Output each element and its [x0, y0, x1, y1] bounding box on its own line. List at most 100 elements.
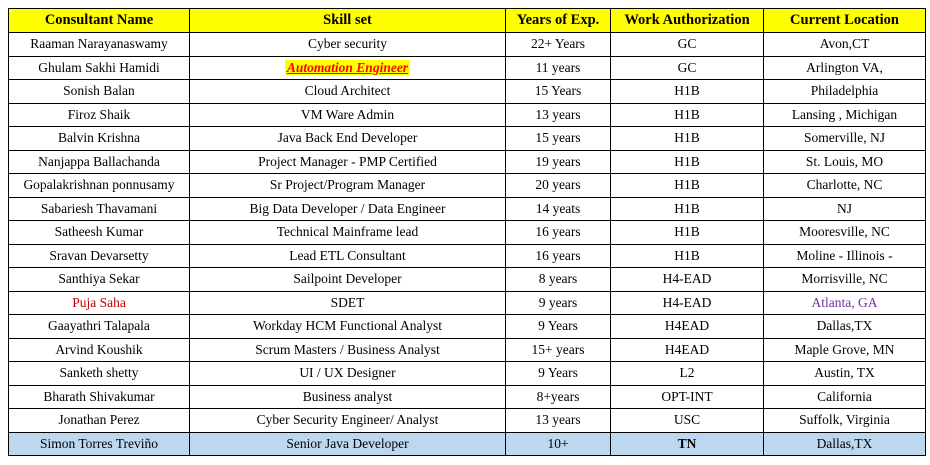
- automation-engineer-link[interactable]: Automation Engineer: [284, 59, 411, 75]
- cell-work-auth[interactable]: H4-EAD: [610, 267, 764, 292]
- cell-years-exp[interactable]: 16 years: [505, 220, 611, 245]
- cell-skill-set[interactable]: Lead ETL Consultant: [189, 243, 506, 268]
- cell-years-exp[interactable]: 8 years: [505, 267, 611, 292]
- header-consultant-name[interactable]: Consultant Name: [8, 8, 190, 33]
- cell-consultant-name[interactable]: Balvin Krishna: [8, 126, 190, 151]
- cell-work-auth[interactable]: H1B: [610, 102, 764, 127]
- cell-years-exp[interactable]: 13 years: [505, 102, 611, 127]
- cell-skill-set[interactable]: Cyber Security Engineer/ Analyst: [189, 408, 506, 433]
- cell-consultant-name[interactable]: Gaayathri Talapala: [8, 314, 190, 339]
- cell-skill-set[interactable]: Sr Project/Program Manager: [189, 173, 506, 198]
- cell-consultant-name[interactable]: Santhiya Sekar: [8, 267, 190, 292]
- cell-years-exp[interactable]: 14 yeats: [505, 196, 611, 221]
- cell-skill-set[interactable]: VM Ware Admin: [189, 102, 506, 127]
- cell-current-location[interactable]: Suffolk, Virginia: [763, 408, 926, 433]
- cell-work-auth[interactable]: H1B: [610, 149, 764, 174]
- cell-consultant-name[interactable]: Gopalakrishnan ponnusamy: [8, 173, 190, 198]
- header-years-of-exp[interactable]: Years of Exp.: [505, 8, 611, 33]
- cell-years-exp[interactable]: 9 years: [505, 290, 611, 315]
- cell-skill-set[interactable]: SDET: [189, 290, 506, 315]
- cell-years-exp[interactable]: 20 years: [505, 173, 611, 198]
- cell-work-auth[interactable]: H1B: [610, 79, 764, 104]
- cell-current-location[interactable]: Dallas,TX: [763, 314, 926, 339]
- cell-years-exp[interactable]: 19 years: [505, 149, 611, 174]
- cell-consultant-name[interactable]: Firoz Shaik: [8, 102, 190, 127]
- cell-work-auth[interactable]: L2: [610, 361, 764, 386]
- cell-skill-set[interactable]: Cloud Architect: [189, 79, 506, 104]
- cell-consultant-name[interactable]: Raaman Narayanaswamy: [8, 32, 190, 57]
- cell-current-location[interactable]: Charlotte, NC: [763, 173, 926, 198]
- cell-work-auth[interactable]: OPT-INT: [610, 384, 764, 409]
- cell-years-exp[interactable]: 11 years: [505, 55, 611, 80]
- cell-work-auth[interactable]: H4EAD: [610, 314, 764, 339]
- cell-work-auth[interactable]: H1B: [610, 126, 764, 151]
- cell-work-auth[interactable]: TN: [610, 431, 764, 456]
- cell-work-auth[interactable]: H1B: [610, 220, 764, 245]
- cell-skill-set[interactable]: Automation Engineer: [189, 55, 506, 80]
- cell-years-exp[interactable]: 15 years: [505, 126, 611, 151]
- cell-skill-set[interactable]: Workday HCM Functional Analyst: [189, 314, 506, 339]
- cell-years-exp[interactable]: 9 Years: [505, 361, 611, 386]
- cell-skill-set[interactable]: Technical Mainframe lead: [189, 220, 506, 245]
- cell-skill-set[interactable]: Sailpoint Developer: [189, 267, 506, 292]
- cell-skill-set[interactable]: Senior Java Developer: [189, 431, 506, 456]
- cell-consultant-name[interactable]: Sravan Devarsetty: [8, 243, 190, 268]
- cell-work-auth[interactable]: H1B: [610, 173, 764, 198]
- cell-skill-set[interactable]: Cyber security: [189, 32, 506, 57]
- cell-skill-set[interactable]: Project Manager - PMP Certified: [189, 149, 506, 174]
- table-row: Simon Torres Treviño Senior Java Develope…: [8, 431, 926, 456]
- cell-current-location[interactable]: Mooresville, NC: [763, 220, 926, 245]
- cell-work-auth[interactable]: H4EAD: [610, 337, 764, 362]
- cell-current-location[interactable]: Somerville, NJ: [763, 126, 926, 151]
- cell-skill-set[interactable]: Java Back End Developer: [189, 126, 506, 151]
- cell-consultant-name[interactable]: Arvind Koushik: [8, 337, 190, 362]
- cell-work-auth[interactable]: H1B: [610, 243, 764, 268]
- header-work-authorization[interactable]: Work Authorization: [610, 8, 764, 33]
- table-row: Sonish Balan Cloud Architect 15 Years H1B Ph…: [8, 79, 926, 104]
- cell-consultant-name[interactable]: Sabariesh Thavamani: [8, 196, 190, 221]
- cell-current-location[interactable]: Atlanta, GA: [763, 290, 926, 315]
- cell-consultant-name[interactable]: Simon Torres Treviño: [8, 431, 190, 456]
- cell-years-exp[interactable]: 13 years: [505, 408, 611, 433]
- cell-work-auth[interactable]: USC: [610, 408, 764, 433]
- cell-years-exp[interactable]: 15 Years: [505, 79, 611, 104]
- cell-years-exp[interactable]: 15+ years: [505, 337, 611, 362]
- cell-years-exp[interactable]: 9 Years: [505, 314, 611, 339]
- cell-current-location[interactable]: NJ: [763, 196, 926, 221]
- cell-current-location[interactable]: St. Louis, MO: [763, 149, 926, 174]
- cell-consultant-name[interactable]: Satheesh Kumar: [8, 220, 190, 245]
- cell-work-auth[interactable]: H1B: [610, 196, 764, 221]
- cell-years-exp[interactable]: 22+ Years: [505, 32, 611, 57]
- header-current-location[interactable]: Current Location: [763, 8, 926, 33]
- cell-skill-set[interactable]: Big Data Developer / Data Engineer: [189, 196, 506, 221]
- cell-consultant-name[interactable]: Bharath Shivakumar: [8, 384, 190, 409]
- cell-skill-set[interactable]: Business analyst: [189, 384, 506, 409]
- header-skill-set[interactable]: Skill set: [189, 8, 506, 33]
- cell-skill-set[interactable]: UI / UX Designer: [189, 361, 506, 386]
- cell-skill-set[interactable]: Scrum Masters / Business Analyst: [189, 337, 506, 362]
- cell-consultant-name[interactable]: Jonathan Perez: [8, 408, 190, 433]
- consultant-hotlist-sheet: Consultant Name Skill set Years of Exp. Wor…: [8, 8, 926, 456]
- cell-current-location[interactable]: Austin, TX: [763, 361, 926, 386]
- cell-years-exp[interactable]: 10+: [505, 431, 611, 456]
- cell-years-exp[interactable]: 8+years: [505, 384, 611, 409]
- cell-consultant-name[interactable]: Puja Saha: [8, 290, 190, 315]
- cell-current-location[interactable]: Moline - Illinois -: [763, 243, 926, 268]
- cell-current-location[interactable]: Morrisville, NC: [763, 267, 926, 292]
- cell-consultant-name[interactable]: Sanketh shetty: [8, 361, 190, 386]
- table-row: Puja Saha SDET 9 years H4-EAD Atlanta, GA: [8, 290, 926, 315]
- cell-work-auth[interactable]: GC: [610, 55, 764, 80]
- cell-consultant-name[interactable]: Ghulam Sakhi Hamidi: [8, 55, 190, 80]
- cell-current-location[interactable]: Maple Grove, MN: [763, 337, 926, 362]
- cell-current-location[interactable]: Arlington VA,: [763, 55, 926, 80]
- cell-current-location[interactable]: Dallas,TX: [763, 431, 926, 456]
- cell-work-auth[interactable]: H4-EAD: [610, 290, 764, 315]
- cell-consultant-name[interactable]: Nanjappa Ballachanda: [8, 149, 190, 174]
- cell-current-location[interactable]: California: [763, 384, 926, 409]
- cell-current-location[interactable]: Avon,CT: [763, 32, 926, 57]
- cell-current-location[interactable]: Lansing , Michigan: [763, 102, 926, 127]
- cell-consultant-name[interactable]: Sonish Balan: [8, 79, 190, 104]
- cell-years-exp[interactable]: 16 years: [505, 243, 611, 268]
- cell-current-location[interactable]: Philadelphia: [763, 79, 926, 104]
- cell-work-auth[interactable]: GC: [610, 32, 764, 57]
